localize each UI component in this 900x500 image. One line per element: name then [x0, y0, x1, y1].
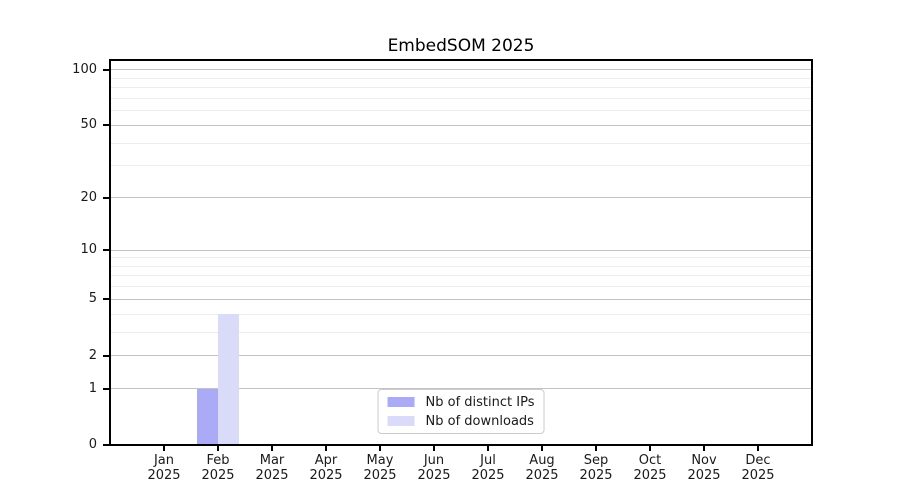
y-tick-label-1: 1	[88, 380, 97, 396]
x-tick-label-jun: Jun 2025	[406, 453, 462, 483]
x-tick-label-may: May 2025	[352, 453, 408, 483]
gridline-major-5	[110, 298, 812, 300]
x-tick-oct	[649, 446, 651, 451]
y-tick-50	[103, 124, 109, 127]
y-tick-label-20: 20	[80, 189, 97, 205]
bar-nb-of-distinct-ips-feb	[197, 388, 218, 445]
gridline-major-100	[110, 69, 812, 71]
x-tick-month: May	[366, 453, 394, 468]
gridline-minor-4	[110, 313, 812, 315]
x-tick-label-feb: Feb 2025	[190, 453, 246, 483]
legend-swatch-nb-of-downloads	[387, 416, 415, 426]
y-tick-2	[103, 354, 109, 357]
x-tick-jun	[433, 446, 435, 451]
x-tick-label-sep: Sep 2025	[568, 453, 624, 483]
gridline-minor-8	[110, 265, 812, 267]
x-tick-year: 2025	[309, 468, 343, 483]
legend-item-nb-of-distinct-ips: Nb of distinct IPs	[387, 394, 535, 410]
gridline-minor-9	[110, 257, 812, 259]
gridline-major-1	[110, 388, 812, 390]
y-tick-label-2: 2	[88, 347, 97, 363]
x-tick-label-aug: Aug 2025	[514, 453, 570, 483]
y-tick-label-100: 100	[72, 61, 97, 77]
plot-area: 0 1 2 5 10 20 50 100 Jan 2025 Feb 2025 Mar 2025 Apr 202…	[72, 59, 813, 483]
y-tick-label-50: 50	[80, 117, 97, 133]
x-tick-apr	[325, 446, 327, 451]
x-tick-month: Sep	[583, 453, 609, 468]
x-tick-feb	[217, 446, 219, 451]
x-tick-label-oct: Oct 2025	[622, 453, 678, 483]
y-tick-label-5: 5	[88, 291, 97, 307]
x-tick-month: Jul	[480, 453, 496, 468]
gridline-major-20	[110, 197, 812, 198]
x-tick-month: Feb	[206, 453, 230, 468]
x-tick-label-apr: Apr 2025	[298, 453, 354, 483]
x-tick-month: Jun	[423, 453, 445, 468]
x-tick-label-jan: Jan 2025	[136, 453, 192, 483]
x-tick-year: 2025	[471, 468, 505, 483]
y-tick-label-0: 0	[88, 437, 97, 452]
chart-title: EmbedSOM 2025	[387, 36, 535, 56]
x-tick-month: Jan	[153, 453, 175, 468]
x-tick-year: 2025	[201, 468, 235, 483]
y-tick-label-10: 10	[80, 242, 97, 258]
x-tick-jul	[487, 446, 489, 451]
x-tick-jan	[163, 446, 165, 451]
x-tick-year: 2025	[147, 468, 181, 483]
x-tick-month: Mar	[259, 453, 285, 468]
x-tick-month: Oct	[638, 453, 662, 468]
x-tick-month: Apr	[314, 453, 338, 468]
x-tick-mar	[271, 446, 273, 451]
x-tick-month: Nov	[691, 453, 717, 468]
gridline-minor-60	[110, 110, 812, 112]
x-tick-label-jul: Jul 2025	[460, 453, 516, 483]
x-tick-month: Aug	[529, 453, 555, 468]
x-tick-year: 2025	[525, 468, 559, 483]
x-tick-label-dec: Dec 2025	[730, 453, 786, 483]
gridline-major-10	[110, 249, 812, 251]
x-tick-label-mar: Mar 2025	[244, 453, 300, 483]
legend-item-nb-of-downloads: Nb of downloads	[387, 413, 535, 429]
x-tick-nov	[703, 446, 705, 451]
gridline-minor-90	[110, 77, 812, 79]
x-tick-year: 2025	[633, 468, 667, 483]
y-tick-100	[103, 68, 109, 71]
gridline-major-2	[110, 355, 812, 357]
gridline-minor-7	[110, 275, 812, 277]
x-tick-year: 2025	[363, 468, 397, 483]
x-tick-label-nov: Nov 2025	[676, 453, 732, 483]
y-tick-0	[103, 444, 109, 446]
x-tick-sep	[595, 446, 597, 451]
gridline-minor-80	[110, 87, 812, 89]
legend: Nb of distinct IPs Nb of downloads	[377, 389, 545, 434]
y-tick-10	[103, 249, 109, 252]
gridline-minor-40	[110, 142, 812, 144]
x-tick-may	[379, 446, 381, 451]
gridline-minor-3	[110, 331, 812, 333]
legend-label-nb-of-downloads: Nb of downloads	[425, 413, 534, 429]
bar-nb-of-downloads-feb	[218, 314, 239, 445]
y-tick-20	[103, 196, 109, 199]
legend-swatch-nb-of-distinct-ips	[387, 397, 415, 407]
x-tick-year: 2025	[255, 468, 289, 483]
x-tick-year: 2025	[579, 468, 613, 483]
x-tick-aug	[541, 446, 543, 451]
gridline-minor-6	[110, 286, 812, 288]
x-tick-month: Dec	[745, 453, 771, 468]
x-tick-year: 2025	[417, 468, 451, 483]
gridline-major-50	[110, 124, 812, 126]
legend-label-nb-of-distinct-ips: Nb of distinct IPs	[425, 394, 535, 410]
y-tick-1	[103, 387, 109, 390]
gridline-minor-30	[110, 165, 812, 167]
y-tick-5	[103, 298, 109, 301]
x-tick-year: 2025	[687, 468, 721, 483]
gridline-minor-70	[110, 97, 812, 99]
x-tick-dec	[757, 446, 759, 451]
x-tick-year: 2025	[741, 468, 775, 483]
